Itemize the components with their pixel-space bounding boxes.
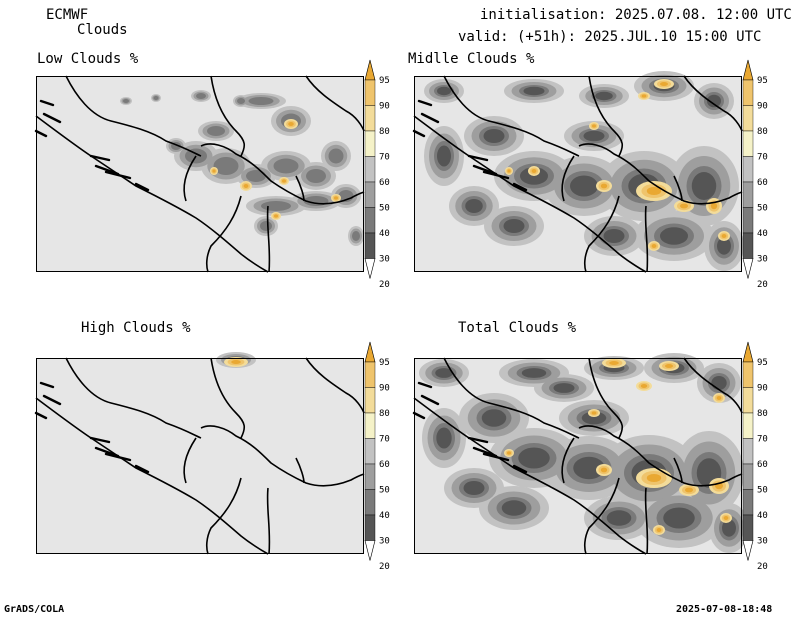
colorbar-tick-label: 80 [757,127,768,137]
colorbar-tick-label: 30 [757,537,768,547]
low-clouds-map [34,75,365,273]
product-label: Clouds [77,22,128,38]
colorbar-tick-label: 70 [379,435,390,445]
colorbar-tick-label: 95 [757,358,768,368]
valid-time: valid: (+51h): 2025.JUL.10 15:00 UTC [458,29,762,45]
colorbar-tick-label: 60 [379,460,390,470]
colorbar-high: 95 90 80 70 60 50 40 30 20 [364,341,390,572]
colorbar-middle: 95 90 80 70 60 50 40 30 20 [742,59,768,290]
colorbar-tick-label: 20 [379,562,390,572]
colorbar-tick-label: 60 [757,460,768,470]
colorbar-tick-label: 40 [757,511,768,521]
colorbar-tick-label: 70 [757,153,768,163]
colorbar-total: 95 90 80 70 60 50 40 30 20 [742,341,768,572]
colorbar-tick-label: 30 [757,255,768,265]
colorbar-tick-label: 30 [379,537,390,547]
colorbar-tick-label: 40 [379,511,390,521]
colorbar-tick-label: 80 [379,127,390,137]
colorbar-tick-label: 70 [757,435,768,445]
colorbar-low: 95 90 80 70 60 50 40 30 20 [364,59,390,290]
colorbar-tick-label: 90 [757,384,768,394]
colorbar-tick-label: 20 [757,562,768,572]
colorbar-tick-label: 20 [379,280,390,290]
colorbar-tick-label: 90 [379,384,390,394]
panel-title-high: High Clouds % [81,320,191,336]
colorbar-tick-label: 60 [757,178,768,188]
colorbar-tick-label: 90 [757,102,768,112]
panel-title-low: Low Clouds % [37,51,139,67]
middle-clouds-map [412,71,744,273]
footer-right: 2025-07-08-18:48 [676,604,773,615]
colorbar-tick-label: 40 [757,229,768,239]
high-clouds-map [34,352,365,555]
colorbar-tick-label: 95 [757,76,768,86]
colorbar-tick-label: 50 [757,486,768,496]
colorbar-tick-label: 30 [379,255,390,265]
panel-title-middle: Midlle Clouds % [408,51,535,67]
panel-title-total: Total Clouds % [458,320,577,336]
colorbar-tick-label: 70 [379,153,390,163]
colorbar-tick-label: 50 [379,204,390,214]
init-time: initialisation: 2025.07.08. 12:00 UTC [480,7,792,23]
colorbar-tick-label: 20 [757,280,768,290]
colorbar-tick-label: 50 [379,486,390,496]
colorbar-tick-label: 60 [379,178,390,188]
colorbar-tick-label: 90 [379,102,390,112]
model-label: ECMWF [46,7,89,23]
colorbar-tick-label: 80 [379,409,390,419]
colorbar-tick-label: 40 [379,229,390,239]
colorbar-tick-label: 80 [757,409,768,419]
total-clouds-map [412,353,749,555]
footer-left: GrADS/COLA [4,604,65,615]
colorbar-tick-label: 95 [379,358,390,368]
colorbar-tick-label: 50 [757,204,768,214]
colorbar-tick-label: 95 [379,76,390,86]
